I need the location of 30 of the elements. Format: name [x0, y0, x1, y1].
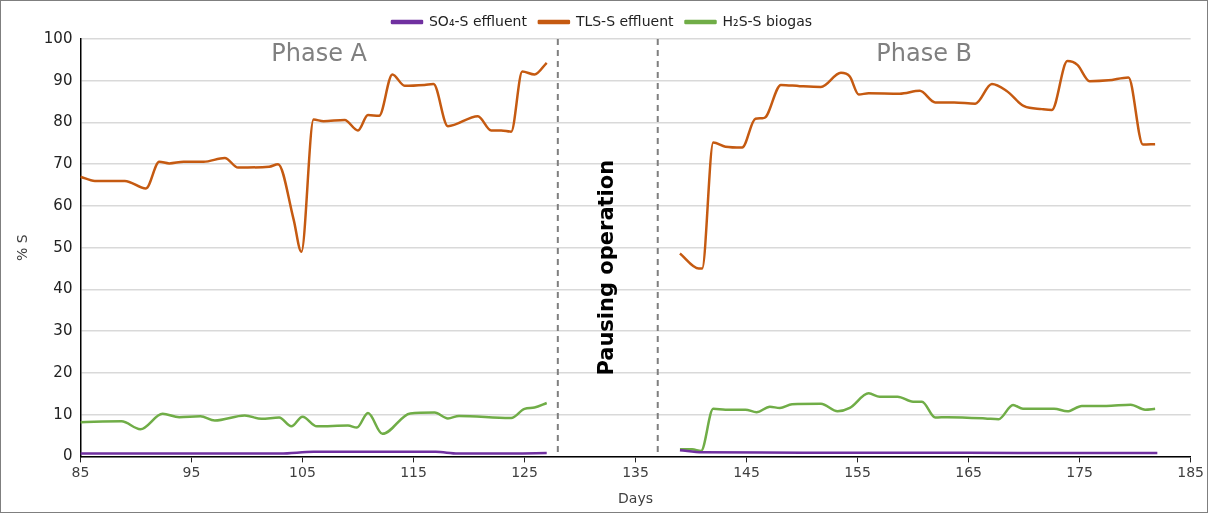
x-tick-label: 95 [182, 464, 201, 481]
legend-label: SO₄-S effluent [428, 12, 528, 29]
x-tick-label: 145 [733, 464, 760, 481]
x-tick-label: 165 [955, 464, 982, 481]
x-axis-title: Days [618, 490, 654, 507]
x-tick-label: 155 [844, 464, 871, 481]
x-tick-label: 185 [1177, 464, 1205, 481]
y-axis-title: % S [14, 234, 31, 262]
y-tick-label: 10 [53, 404, 73, 423]
y-tick-label: 0 [62, 446, 73, 465]
x-tick-label: 85 [71, 464, 90, 481]
x-tick-label: 125 [511, 464, 538, 481]
x-tick-label: 175 [1066, 464, 1093, 481]
annotation: Phase B [876, 39, 973, 68]
legend-label: TLS-S effluent [574, 12, 675, 29]
legend-label: H₂S-S biogas [722, 12, 813, 29]
y-tick-label: 60 [53, 195, 73, 214]
x-tick-label: 135 [622, 464, 649, 481]
y-tick-label: 70 [53, 154, 73, 173]
y-tick-label: 40 [53, 279, 73, 298]
y-tick-label: 80 [53, 112, 73, 131]
x-tick-label: 105 [289, 464, 316, 481]
y-tick-label: 90 [53, 70, 73, 89]
annotation: Phase A [271, 39, 368, 68]
x-tick-label: 115 [400, 464, 427, 481]
y-tick-label: 50 [53, 237, 73, 256]
y-tick-label: 100 [43, 28, 73, 47]
annotation: Pausing operation [594, 159, 619, 376]
y-tick-label: 30 [53, 321, 73, 340]
y-tick-label: 20 [53, 362, 73, 381]
